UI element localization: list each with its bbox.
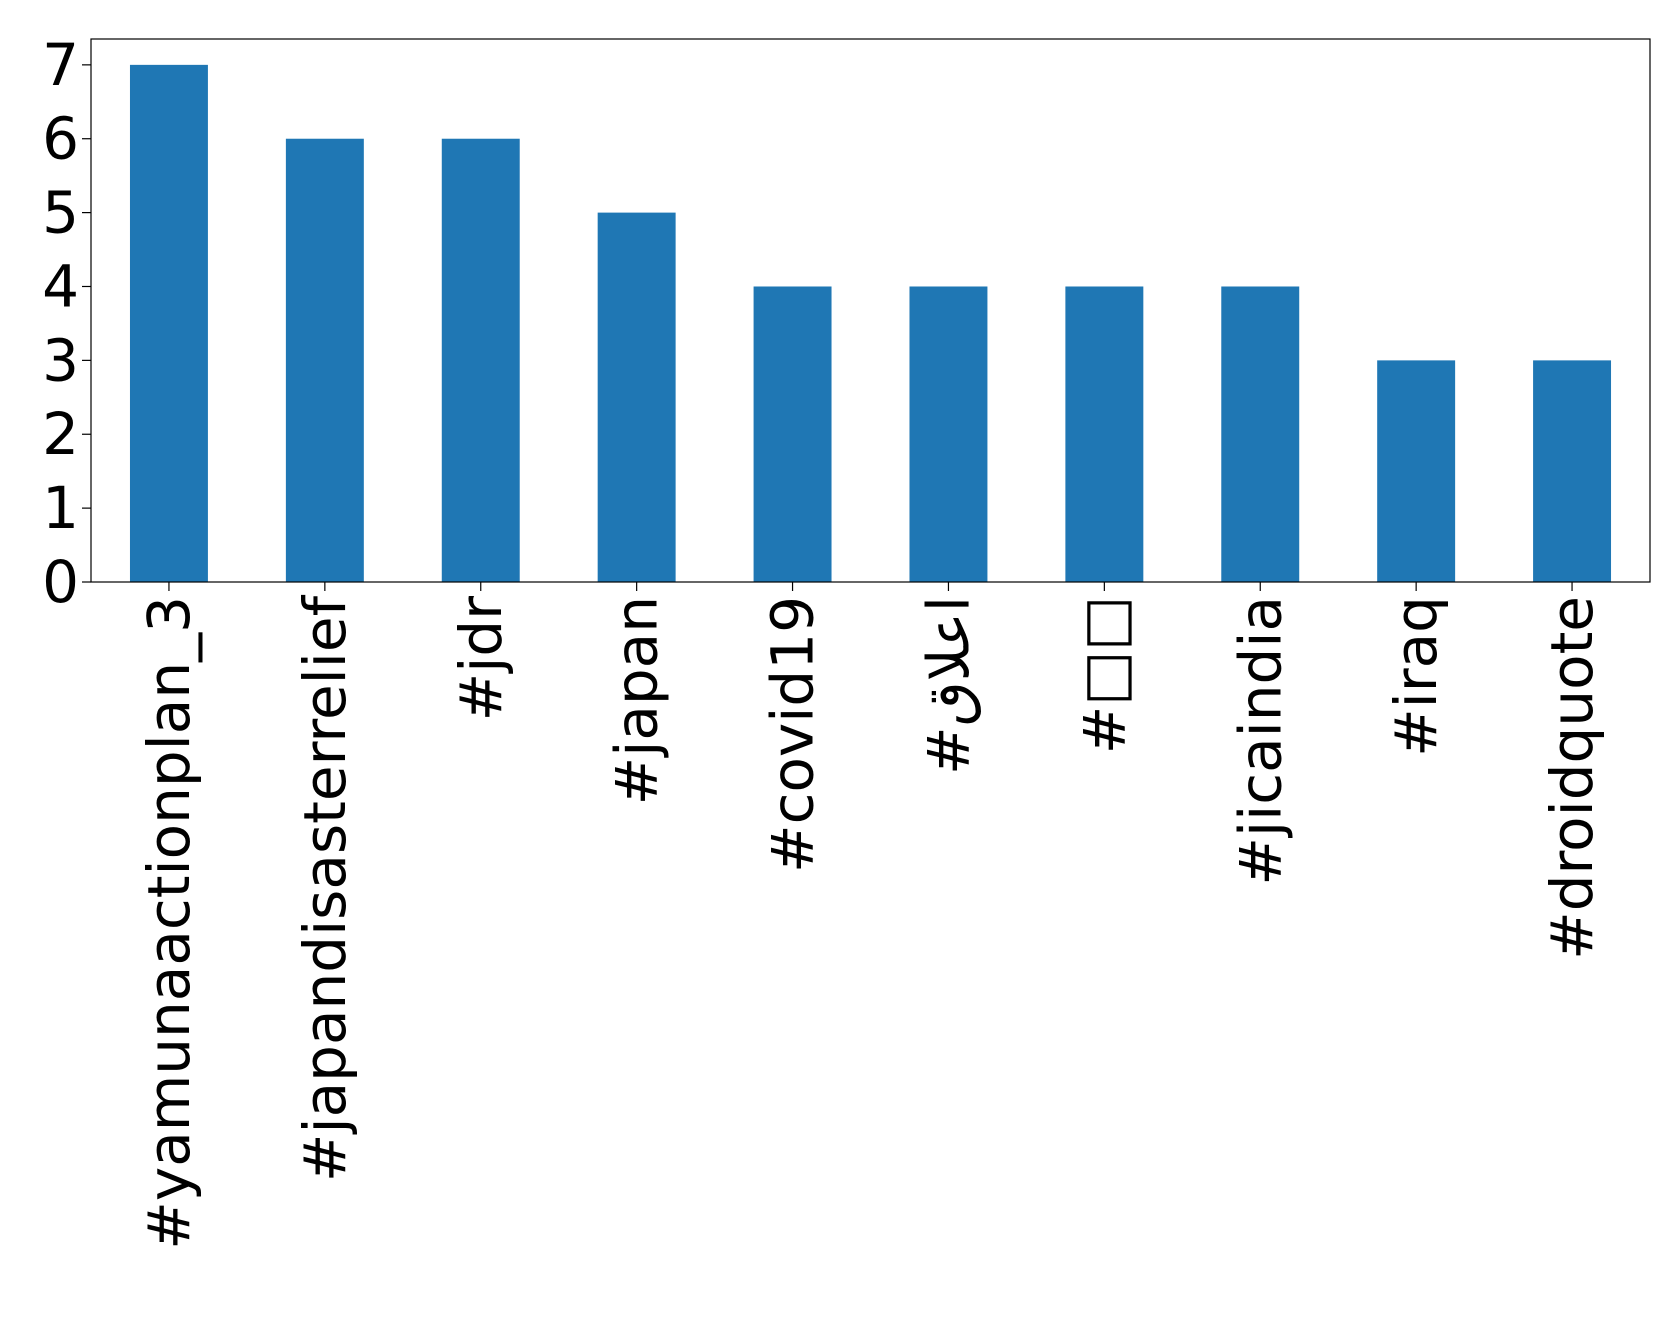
bar — [1533, 360, 1612, 582]
y-tick-label: 2 — [42, 400, 79, 468]
y-tick-label: 3 — [42, 326, 79, 394]
bar — [909, 286, 988, 582]
y-tick-label: 0 — [42, 548, 79, 616]
x-tick-label: #iraq — [1382, 596, 1450, 757]
y-tick-label: 7 — [42, 31, 79, 99]
x-tick-label: #covid19 — [759, 596, 827, 873]
y-tick-label: 6 — [42, 105, 79, 173]
bar — [285, 138, 364, 583]
bar — [441, 138, 520, 583]
bar — [1377, 360, 1456, 582]
bar — [597, 212, 676, 583]
x-tick-label: #jdr — [447, 596, 515, 722]
y-tick-label: 5 — [42, 179, 79, 247]
x-tick-label: #jicaindia — [1226, 596, 1294, 886]
x-tick-label: #japandisasterrelief — [291, 594, 359, 1182]
bar — [1065, 286, 1144, 582]
bar — [1221, 286, 1300, 582]
plot-frame — [90, 38, 1651, 583]
x-tick-label: #droidquote — [1538, 596, 1606, 960]
y-tick-label: 1 — [42, 474, 79, 542]
x-tick-label: #japan — [603, 596, 671, 805]
x-tick-label: #اعلاق — [914, 596, 982, 775]
x-tick-label: #□□ — [1070, 596, 1138, 754]
bar — [129, 64, 208, 583]
bar — [753, 286, 832, 582]
y-tick-label: 4 — [42, 252, 79, 320]
x-tick-label: #yamunaactionplan_3 — [135, 596, 203, 1250]
